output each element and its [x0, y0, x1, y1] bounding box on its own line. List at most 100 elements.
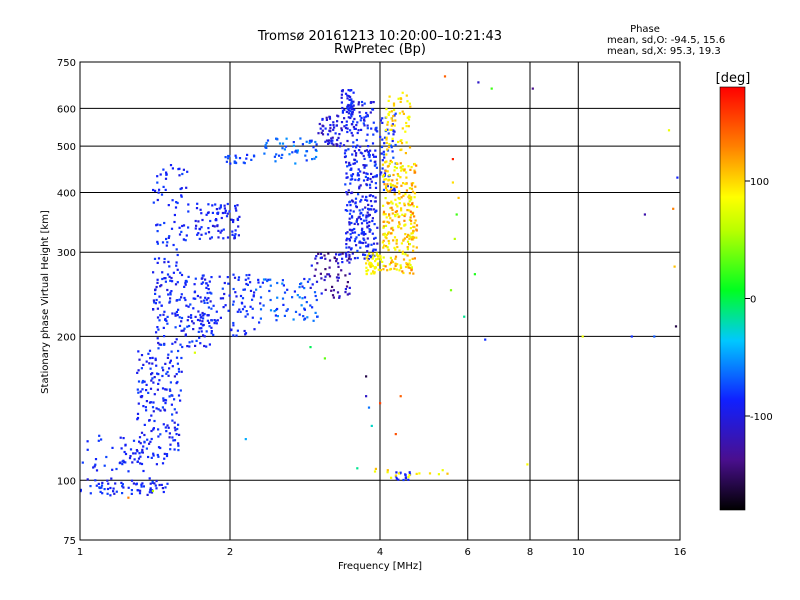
data-point [165, 319, 168, 322]
data-point [301, 143, 304, 146]
data-point [398, 197, 401, 201]
data-point [129, 448, 133, 451]
data-point [234, 291, 237, 294]
data-point [100, 486, 103, 489]
data-point [321, 117, 324, 121]
data-point [348, 221, 351, 224]
data-point [348, 200, 352, 203]
data-point [86, 440, 89, 443]
data-point [148, 419, 151, 422]
data-point [169, 381, 172, 384]
data-point [409, 105, 412, 108]
data-point [149, 487, 152, 490]
data-point [274, 314, 277, 317]
data-point [200, 233, 203, 236]
data-point [303, 277, 306, 281]
data-point [366, 177, 370, 180]
data-point [325, 139, 329, 142]
data-point [443, 75, 447, 78]
data-point [173, 448, 176, 451]
data-point [348, 223, 351, 226]
data-point [152, 454, 155, 457]
data-point [152, 299, 155, 302]
data-point [235, 156, 238, 159]
data-point [346, 293, 349, 296]
data-point [178, 298, 181, 301]
data-point [245, 282, 248, 286]
data-point [234, 233, 237, 236]
data-point [412, 230, 415, 233]
data-point [167, 204, 170, 207]
data-point [393, 236, 397, 239]
data-point [395, 242, 398, 245]
data-point [155, 487, 158, 490]
data-point [222, 237, 225, 240]
data-point [264, 278, 267, 281]
data-point [92, 466, 95, 469]
data-point [367, 152, 370, 155]
data-point [273, 155, 276, 158]
data-point [375, 209, 378, 212]
data-point [407, 476, 410, 479]
data-point [348, 98, 351, 101]
data-point [391, 202, 394, 205]
data-point [350, 131, 353, 135]
data-point [192, 322, 195, 325]
data-point [392, 102, 396, 105]
data-point [352, 125, 355, 129]
data-point [259, 285, 262, 288]
data-point [398, 192, 401, 195]
data-point [140, 367, 143, 370]
data-point [408, 195, 411, 198]
data-point [324, 127, 327, 130]
data-point [359, 145, 362, 148]
data-point [359, 200, 362, 203]
data-point [200, 330, 203, 333]
data-point [194, 219, 197, 223]
data-point [359, 170, 362, 173]
data-point [306, 280, 310, 283]
data-point [142, 469, 145, 473]
data-point [393, 124, 396, 127]
data-point [175, 338, 178, 341]
data-point [354, 237, 357, 241]
grid-lines [80, 62, 680, 540]
data-point [305, 159, 308, 162]
data-point [162, 490, 165, 494]
data-point [174, 429, 177, 432]
data-point [151, 356, 154, 359]
data-point [200, 322, 203, 326]
data-point [396, 263, 399, 266]
data-point [365, 216, 368, 219]
data-point [350, 108, 353, 111]
data-point [237, 278, 240, 281]
data-point [354, 202, 357, 205]
data-point [355, 160, 358, 163]
data-point [351, 252, 354, 255]
data-point [288, 153, 291, 156]
data-point [154, 292, 157, 295]
data-point [397, 225, 400, 228]
data-point [135, 482, 138, 485]
data-point [265, 141, 268, 145]
data-point [180, 195, 183, 198]
data-point [385, 178, 388, 181]
data-point [348, 161, 351, 164]
data-point [411, 190, 415, 193]
phase-stats-x: mean, sd,X: 95.3, 19.3 [607, 46, 721, 57]
data-point [168, 395, 171, 398]
data-point [413, 192, 417, 195]
data-point [185, 186, 188, 189]
data-point [276, 281, 279, 285]
data-point [366, 255, 369, 258]
data-point [379, 269, 382, 272]
data-point [376, 263, 380, 267]
data-point [156, 230, 159, 233]
data-point [161, 387, 165, 390]
data-point [414, 219, 417, 222]
y-tick-label: 500 [57, 142, 76, 153]
data-point [230, 218, 233, 221]
data-point [219, 231, 222, 234]
data-point [203, 301, 206, 304]
